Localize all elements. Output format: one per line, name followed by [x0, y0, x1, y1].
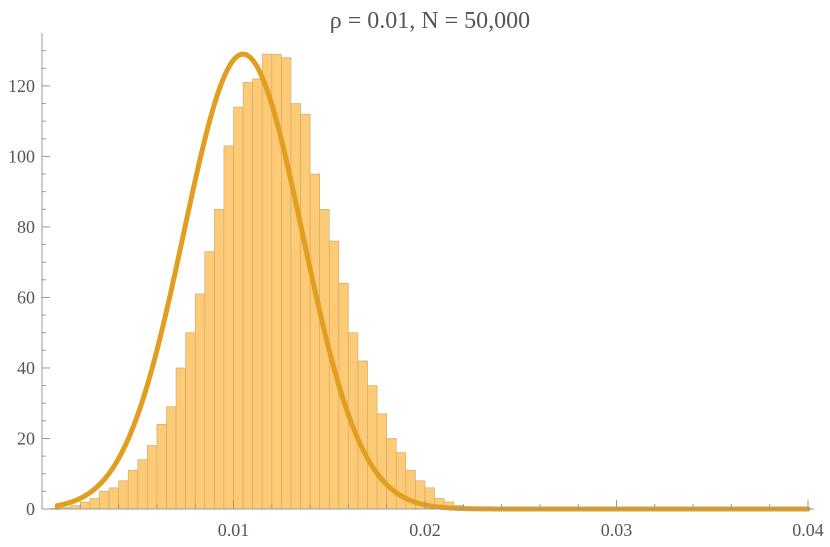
histogram-bar [214, 209, 225, 510]
x-tick-label: 0.04 [792, 520, 824, 540]
histogram-bar [376, 413, 388, 510]
axes [41, 33, 814, 510]
y-tick-label: 20 [17, 428, 35, 448]
x-tick-label: 0.03 [601, 520, 633, 540]
histogram-bar [80, 501, 91, 510]
y-axis-ticks: 0 20 40 60 80 100 120 [8, 50, 50, 519]
chart-title: ρ = 0.01, N = 50,000 [330, 8, 530, 34]
x-tick-label: 0.01 [218, 520, 250, 540]
y-tick-label: 120 [8, 76, 35, 96]
y-tick-label: 80 [17, 217, 35, 237]
histogram-bar [175, 367, 186, 510]
histogram-bar [242, 82, 253, 510]
histogram-bar [156, 424, 167, 510]
histogram-bar [319, 209, 330, 510]
x-tick-label: 0.02 [409, 520, 441, 540]
histogram-bar [367, 385, 378, 510]
histogram-bar [127, 469, 139, 510]
y-tick-label: 60 [17, 287, 35, 307]
histogram-bar [166, 406, 177, 510]
histogram-bar [233, 106, 244, 510]
histogram-bar [147, 445, 158, 510]
histogram-bar [223, 145, 234, 510]
y-tick-label: 100 [8, 146, 35, 166]
histogram-bar [395, 452, 407, 510]
x-axis-ticks: 0.01 0.02 0.03 0.04 [79, 500, 824, 540]
histogram-bar [137, 459, 148, 510]
histogram-bar [252, 78, 263, 510]
histogram-bar [357, 360, 368, 510]
histogram-bar [204, 251, 215, 510]
histogram-bar [70, 505, 81, 510]
histogram-bars [51, 53, 512, 510]
histogram-bar [99, 491, 110, 510]
histogram-bar [290, 103, 301, 510]
histogram-bar [118, 480, 129, 510]
histogram-bar [386, 438, 397, 510]
histogram-bar [281, 57, 292, 510]
histogram-bar [309, 173, 320, 510]
histogram-bar [108, 487, 119, 510]
histogram-bar [194, 293, 206, 510]
histogram-bar [261, 53, 273, 510]
y-tick-label: 40 [17, 358, 35, 378]
histogram-bar [89, 498, 100, 510]
histogram-bar [300, 113, 311, 510]
y-tick-label: 0 [26, 499, 35, 519]
histogram-bar [185, 332, 196, 510]
